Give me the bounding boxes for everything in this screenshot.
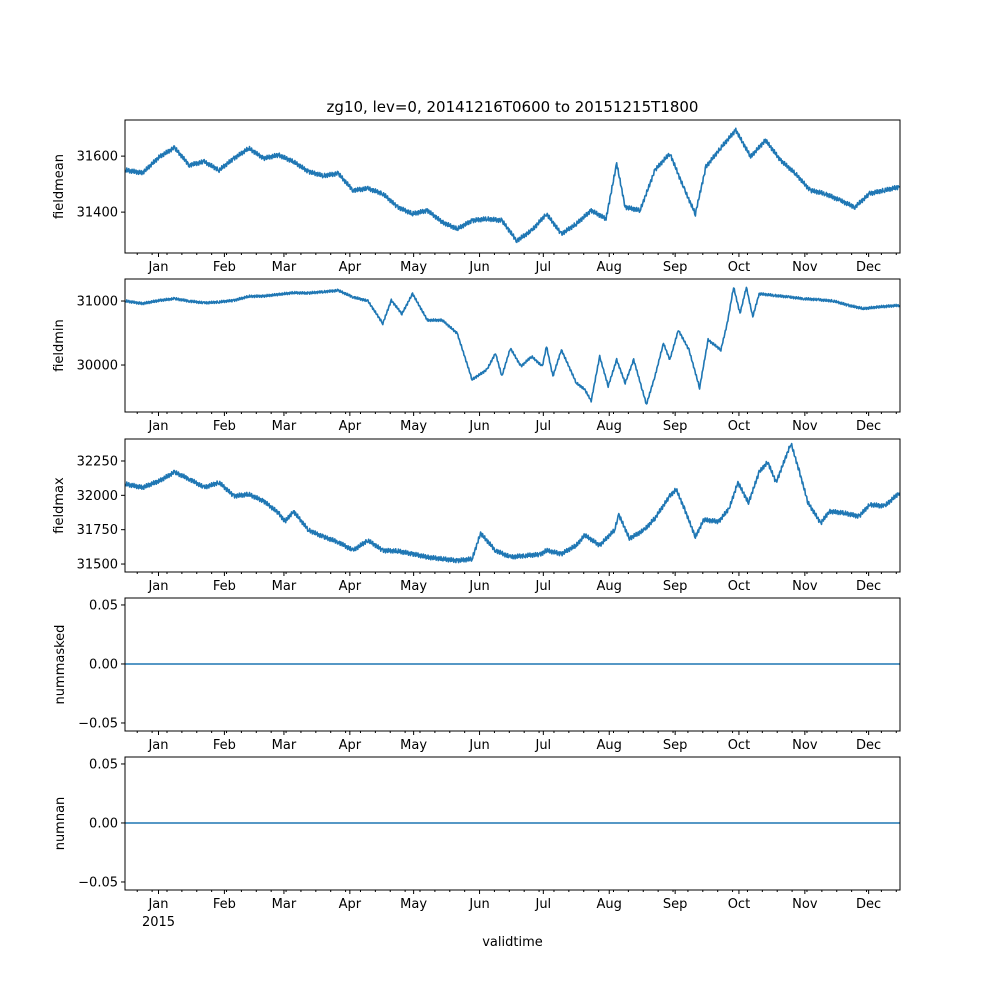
x-tick-label: Jul <box>534 738 551 753</box>
fieldmax-axes-frame <box>124 438 901 573</box>
x-tick-label: Aug <box>597 579 622 594</box>
y-tick-label: 31400 <box>77 206 118 221</box>
y-axis-label: fieldmax <box>52 477 67 534</box>
y-tick-label: 32250 <box>77 454 118 469</box>
x-tick-label: Oct <box>728 260 750 275</box>
y-tick-label: 31600 <box>77 150 118 165</box>
x-tick-label: Sep <box>663 419 688 434</box>
y-tick-label: 0.00 <box>89 816 118 831</box>
x-tick-label: Apr <box>339 738 362 753</box>
x-tick-label: Mar <box>272 419 297 434</box>
fieldmax-series-line <box>124 442 901 564</box>
x-tick-label: Oct <box>728 738 750 753</box>
x-tick-label: Mar <box>272 260 297 275</box>
x-tick-label: Sep <box>663 738 688 753</box>
y-axis-label: fieldmean <box>52 154 67 219</box>
x-tick-label: Feb <box>213 419 236 434</box>
nummasked-axes-frame <box>124 597 901 732</box>
x-tick-label: Dec <box>856 419 881 434</box>
x-tick-label: Nov <box>792 897 818 912</box>
x-tick-label: Dec <box>856 738 881 753</box>
x-tick-label: Apr <box>339 260 362 275</box>
x-tick-label: Sep <box>663 260 688 275</box>
x-tick-label: Jul <box>534 579 551 594</box>
x-tick-label: Nov <box>792 260 818 275</box>
x-tick-label: Apr <box>339 897 362 912</box>
x-tick-label: Jun <box>468 260 489 275</box>
x-tick-label: Aug <box>597 419 622 434</box>
x-tick-label: Sep <box>663 579 688 594</box>
y-axis-label: fieldmin <box>52 319 67 372</box>
y-tick-label: −0.05 <box>78 875 118 890</box>
x-year-label: 2015 <box>142 915 175 930</box>
y-tick-label: 32000 <box>77 489 118 504</box>
x-tick-label: Jun <box>468 897 489 912</box>
x-tick-label: Jan <box>147 579 168 594</box>
fieldmean-series-line <box>124 127 900 244</box>
x-tick-label: Apr <box>339 419 362 434</box>
x-tick-label: Feb <box>213 738 236 753</box>
y-tick-label: 31000 <box>77 295 118 310</box>
fieldmin-axes-frame <box>124 278 901 413</box>
x-tick-label: May <box>400 579 427 594</box>
y-tick-label: 0.05 <box>89 598 118 613</box>
x-tick-label: Apr <box>339 579 362 594</box>
x-axis-label: validtime <box>482 935 543 950</box>
y-tick-label: −0.05 <box>78 716 118 731</box>
x-tick-label: Jul <box>534 897 551 912</box>
x-tick-label: May <box>400 897 427 912</box>
x-tick-label: Oct <box>728 419 750 434</box>
x-tick-label: May <box>400 260 427 275</box>
x-tick-label: Mar <box>272 738 297 753</box>
x-tick-label: Jun <box>468 419 489 434</box>
x-tick-label: Feb <box>213 897 236 912</box>
chart-title: zg10, lev=0, 20141216T0600 to 20151215T1… <box>327 98 699 116</box>
x-tick-label: May <box>400 419 427 434</box>
x-tick-label: Jul <box>534 260 551 275</box>
x-tick-label: Aug <box>597 738 622 753</box>
fieldmin-series-line <box>124 286 901 405</box>
x-tick-label: Sep <box>663 897 688 912</box>
x-tick-label: Dec <box>856 579 881 594</box>
x-tick-label: Aug <box>597 897 622 912</box>
y-tick-label: 0.00 <box>89 657 118 672</box>
x-tick-label: Nov <box>792 738 818 753</box>
x-tick-label: Jan <box>147 419 168 434</box>
x-tick-label: Dec <box>856 897 881 912</box>
x-tick-label: Jun <box>468 738 489 753</box>
x-tick-label: Dec <box>856 260 881 275</box>
y-axis-label: numnan <box>53 797 68 851</box>
numnan-axes-frame <box>124 756 901 891</box>
y-axis-label: nummasked <box>53 625 68 705</box>
y-tick-label: 31750 <box>77 523 118 538</box>
x-tick-label: Oct <box>728 579 750 594</box>
x-tick-label: Feb <box>213 579 236 594</box>
fieldmean-axes-frame <box>124 119 901 254</box>
x-tick-label: Jan <box>147 897 168 912</box>
y-tick-label: 30000 <box>77 359 118 374</box>
x-tick-label: Jun <box>468 579 489 594</box>
x-tick-label: Oct <box>728 897 750 912</box>
x-tick-label: Nov <box>792 419 818 434</box>
x-tick-label: Jul <box>534 419 551 434</box>
x-tick-label: Jan <box>147 260 168 275</box>
x-tick-label: Mar <box>272 897 297 912</box>
x-tick-label: Aug <box>597 260 622 275</box>
x-tick-label: May <box>400 738 427 753</box>
x-tick-label: Jan <box>147 738 168 753</box>
x-tick-label: Nov <box>792 579 818 594</box>
y-tick-label: 0.05 <box>89 757 118 772</box>
x-tick-label: Mar <box>272 579 297 594</box>
y-tick-label: 31500 <box>77 558 118 573</box>
x-tick-label: Feb <box>213 260 236 275</box>
